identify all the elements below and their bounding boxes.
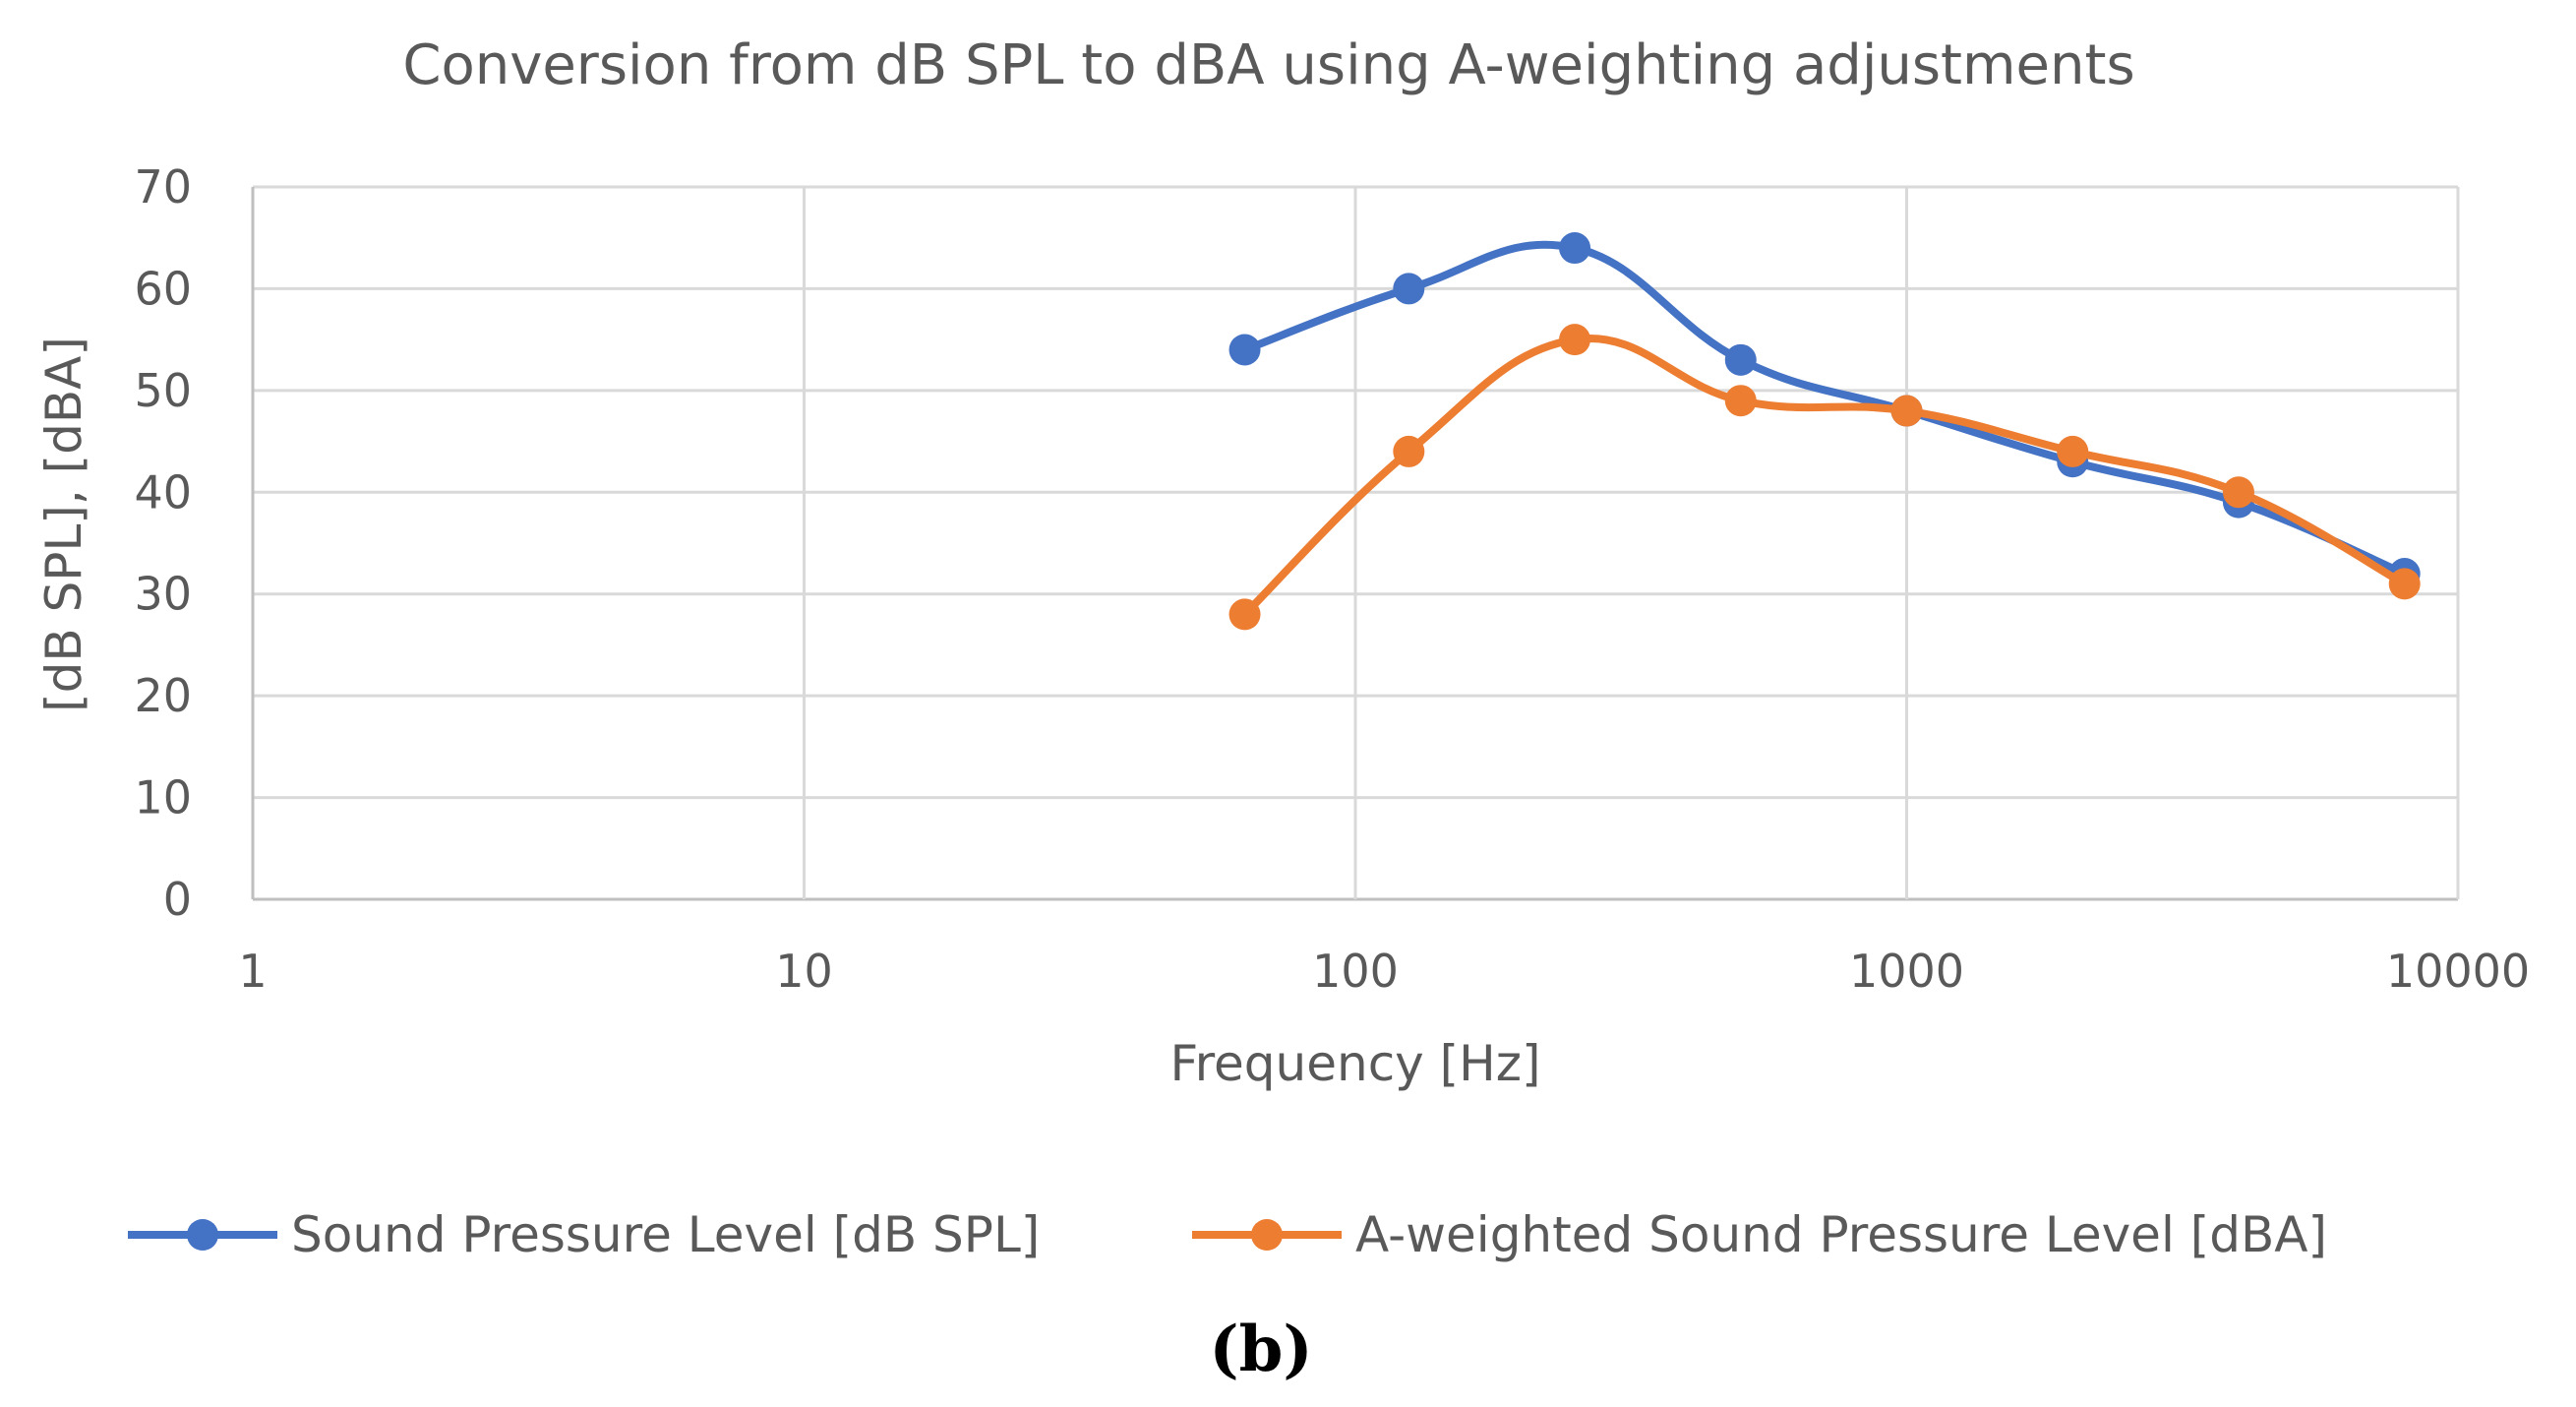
chart-gridlines [251, 185, 2460, 901]
y-axis-label: [dB SPL], [dBA] [35, 336, 92, 712]
series-a-weighted-sound-pressure-level [1228, 324, 2421, 631]
data-point-a-weighted-sound-pressure-level [1724, 385, 1757, 417]
x-tick-label: 10000 [2386, 945, 2530, 998]
data-point-a-weighted-sound-pressure-level [2057, 435, 2089, 467]
y-axis-ticks: 0 10 20 30 40 50 60 70 [134, 160, 192, 926]
x-tick-label: 10 [775, 945, 833, 998]
chart-series [1228, 232, 2421, 631]
y-tick-label: 40 [134, 465, 192, 519]
x-tick-label: 1000 [1849, 945, 1964, 998]
data-point-sound-pressure-level [1393, 273, 1425, 305]
legend-marker-sound-pressure-level [187, 1219, 218, 1251]
data-point-a-weighted-sound-pressure-level [2388, 568, 2421, 600]
y-tick-label: 30 [134, 568, 192, 621]
legend-marker-a-weighted-sound-pressure-level [1251, 1219, 1283, 1251]
y-tick-label: 70 [134, 160, 192, 214]
data-point-sound-pressure-level [1559, 232, 1591, 265]
panel-label: (b) [1209, 1313, 1312, 1386]
chart-legend: Sound Pressure Level [dB SPL] A-weighted… [128, 1206, 2327, 1263]
y-tick-label: 10 [134, 771, 192, 825]
x-axis-label: Frequency [Hz] [1169, 1035, 1540, 1092]
data-point-a-weighted-sound-pressure-level [1559, 324, 1591, 356]
data-point-a-weighted-sound-pressure-level [1890, 395, 1923, 427]
legend-label-sound-pressure-level: Sound Pressure Level [dB SPL] [291, 1206, 1040, 1263]
y-tick-label: 20 [134, 669, 192, 722]
legend-label-a-weighted-sound-pressure-level: A-weighted Sound Pressure Level [dBA] [1355, 1206, 2327, 1263]
data-point-sound-pressure-level [1228, 334, 1261, 366]
y-tick-label: 50 [134, 364, 192, 417]
data-point-a-weighted-sound-pressure-level [1228, 598, 1261, 631]
series-line-a-weighted-sound-pressure-level [1240, 334, 2409, 619]
data-point-a-weighted-sound-pressure-level [1393, 435, 1425, 467]
x-tick-label: 1 [238, 945, 267, 998]
series-line-sound-pressure-level [1240, 240, 2409, 579]
data-point-a-weighted-sound-pressure-level [2222, 476, 2254, 509]
chart-title: Conversion from dB SPL to dBA using A-we… [402, 33, 2134, 97]
y-tick-label: 0 [163, 873, 192, 926]
x-axis-ticks: 1 10 100 1000 10000 [238, 945, 2530, 998]
y-tick-label: 60 [134, 262, 192, 315]
data-point-sound-pressure-level [1724, 343, 1757, 376]
legend-item-sound-pressure-level: Sound Pressure Level [dB SPL] [128, 1206, 1040, 1263]
legend-item-a-weighted-sound-pressure-level: A-weighted Sound Pressure Level [dBA] [1192, 1206, 2327, 1263]
x-tick-label: 100 [1312, 945, 1399, 998]
